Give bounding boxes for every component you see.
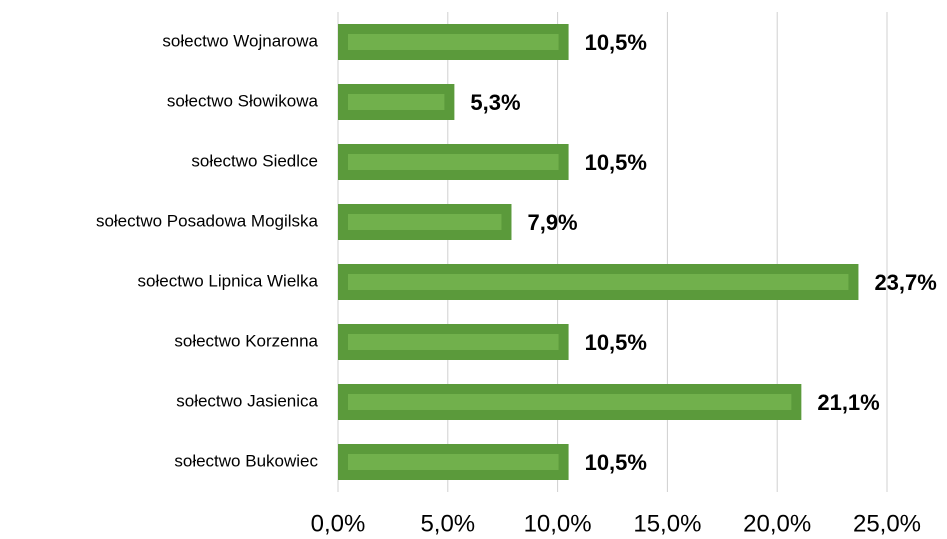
bar-highlight: [348, 454, 559, 470]
x-tick-label: 0,0%: [311, 510, 366, 537]
x-tick-label: 15,0%: [633, 510, 701, 537]
value-label: 23,7%: [874, 270, 936, 295]
bar-highlight: [348, 154, 559, 170]
y-tick-label: sołectwo Bukowiec: [174, 451, 318, 470]
bar-highlight: [348, 34, 559, 50]
y-tick-label: sołectwo Jasienica: [176, 391, 318, 410]
x-tick-label: 20,0%: [743, 510, 811, 537]
y-tick-label: sołectwo Siedlce: [191, 151, 318, 170]
value-label: 5,3%: [470, 90, 520, 115]
bar-highlight: [348, 334, 559, 350]
y-tick-label: sołectwo Słowikowa: [167, 91, 319, 110]
y-tick-label: sołectwo Lipnica Wielka: [138, 271, 319, 290]
bar-highlight: [348, 214, 502, 230]
y-tick-label: sołectwo Wojnarowa: [162, 31, 318, 50]
value-label: 21,1%: [817, 390, 879, 415]
value-label: 10,5%: [585, 30, 647, 55]
bar-highlight: [348, 94, 445, 110]
bar-highlight: [348, 394, 792, 410]
value-label: 10,5%: [585, 150, 647, 175]
y-tick-label: sołectwo Korzenna: [174, 331, 318, 350]
value-label: 10,5%: [585, 450, 647, 475]
value-label: 10,5%: [585, 330, 647, 355]
x-tick-label: 5,0%: [420, 510, 475, 537]
x-tick-label: 10,0%: [524, 510, 592, 537]
value-label: 7,9%: [527, 210, 577, 235]
bar-highlight: [348, 274, 849, 290]
y-tick-label: sołectwo Posadowa Mogilska: [96, 211, 319, 230]
x-tick-label: 25,0%: [853, 510, 921, 537]
